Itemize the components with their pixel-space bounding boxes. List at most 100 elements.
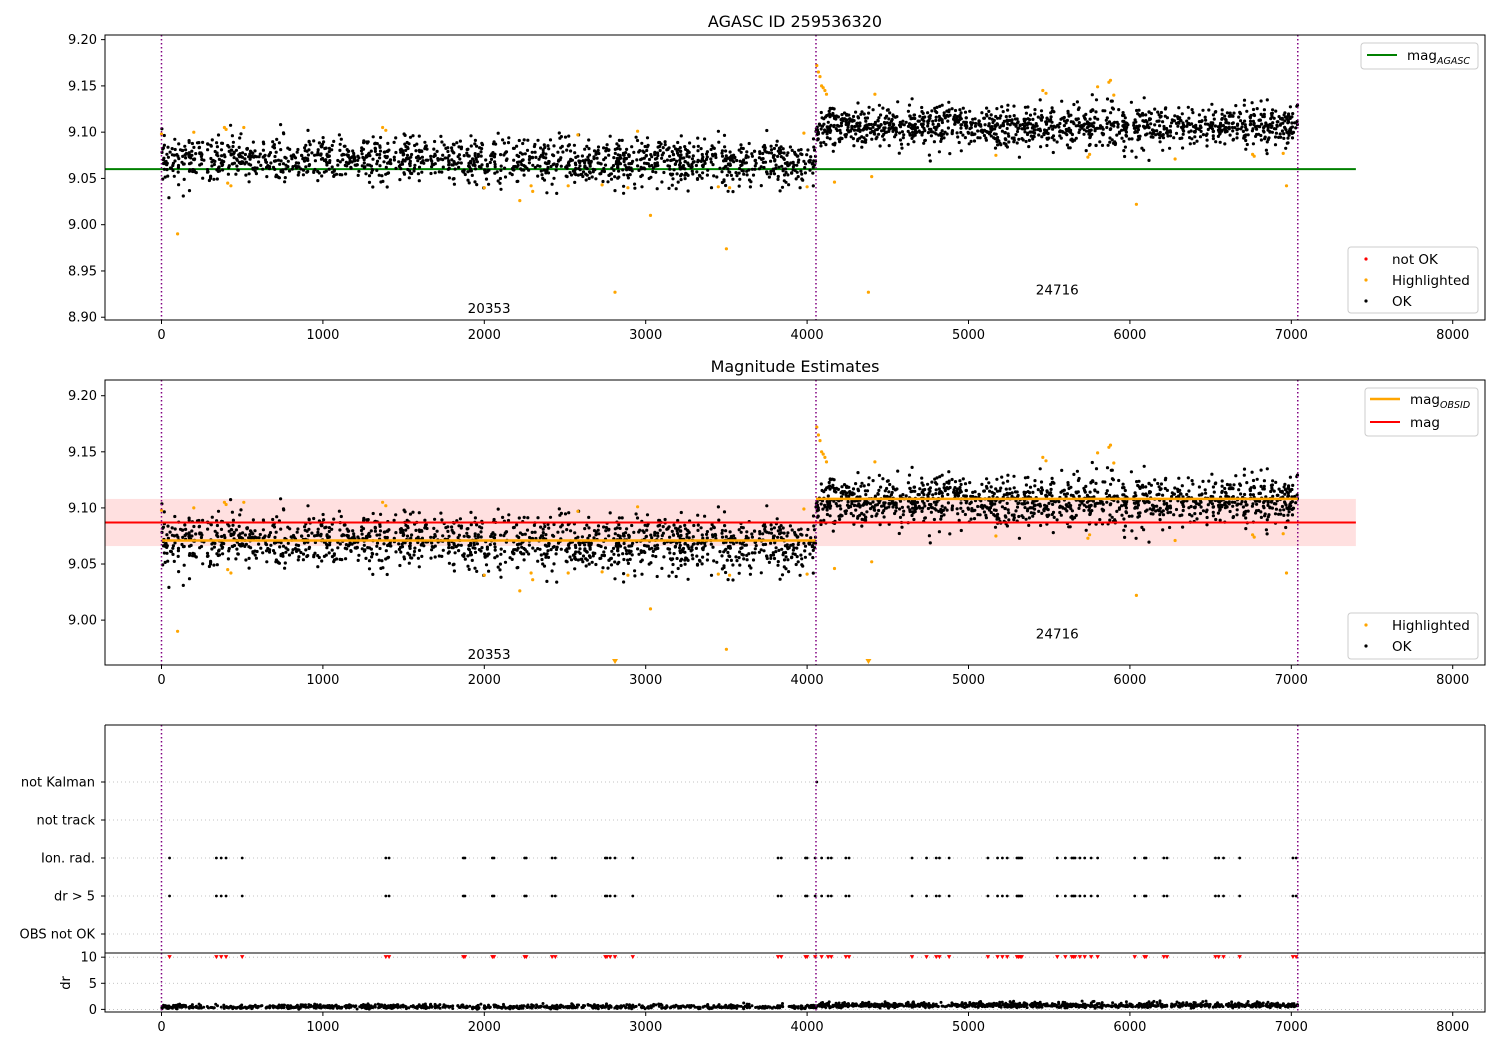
ok-point bbox=[576, 558, 580, 562]
ok-point bbox=[920, 122, 924, 126]
ok-point bbox=[496, 507, 500, 511]
ok-point bbox=[1290, 500, 1294, 504]
ok-point bbox=[1040, 135, 1044, 139]
ok-point bbox=[776, 177, 780, 181]
ok-point bbox=[473, 534, 477, 538]
ok-point bbox=[769, 527, 774, 531]
ok-point bbox=[208, 176, 213, 181]
ok-point bbox=[223, 536, 227, 540]
ok-point bbox=[1258, 491, 1262, 495]
ok-point bbox=[696, 160, 700, 164]
ok-point bbox=[162, 551, 166, 555]
ok-point bbox=[1049, 491, 1053, 495]
ok-point bbox=[971, 121, 975, 125]
ok-point bbox=[515, 548, 519, 552]
ok-point bbox=[862, 513, 866, 517]
ok-point bbox=[660, 156, 664, 160]
ok-point bbox=[417, 565, 421, 569]
ok-point bbox=[784, 170, 788, 175]
ok-point bbox=[777, 548, 781, 553]
ok-point bbox=[637, 552, 641, 556]
ok-point bbox=[917, 119, 921, 123]
ok-point bbox=[176, 535, 180, 539]
ok-point bbox=[683, 562, 687, 566]
ok-point bbox=[569, 159, 573, 163]
ok-point bbox=[1024, 111, 1028, 115]
ok-point bbox=[750, 152, 754, 156]
ok-point bbox=[1082, 132, 1086, 136]
ok-point bbox=[985, 106, 989, 110]
ok-point bbox=[360, 164, 364, 168]
ok-point bbox=[728, 554, 732, 559]
ok-point bbox=[776, 154, 780, 158]
x-tick-label: 6000 bbox=[1113, 328, 1146, 343]
ok-point bbox=[456, 543, 460, 547]
ok-point bbox=[870, 514, 874, 519]
ok-point bbox=[959, 123, 964, 127]
ok-point bbox=[958, 115, 962, 120]
ok-point bbox=[953, 108, 958, 113]
ok-point bbox=[683, 145, 687, 149]
ok-point bbox=[700, 158, 704, 162]
ok-point bbox=[616, 165, 620, 169]
ok-point bbox=[181, 194, 185, 198]
ok-point bbox=[170, 147, 174, 151]
ok-point bbox=[926, 131, 931, 135]
ok-point bbox=[536, 559, 540, 563]
ok-point bbox=[1148, 490, 1152, 494]
ok-point bbox=[1028, 130, 1032, 134]
ok-point bbox=[417, 165, 422, 169]
ok-point bbox=[1165, 501, 1169, 506]
ok-point bbox=[215, 145, 219, 149]
ok-point bbox=[623, 546, 627, 550]
ok-point bbox=[811, 514, 816, 518]
ok-point bbox=[1024, 117, 1028, 121]
ok-point bbox=[436, 157, 440, 161]
ok-point bbox=[262, 142, 266, 146]
ok-point bbox=[722, 166, 726, 170]
ok-point bbox=[673, 162, 677, 166]
ok-point bbox=[215, 151, 219, 155]
ok-point bbox=[1125, 125, 1129, 129]
ok-point bbox=[470, 558, 474, 563]
ok-point bbox=[613, 527, 617, 531]
ok-point bbox=[278, 162, 282, 166]
ok-point bbox=[247, 536, 251, 540]
ok-point bbox=[1211, 134, 1215, 138]
ok-point bbox=[1263, 512, 1267, 516]
ok-point bbox=[763, 146, 767, 150]
ok-point bbox=[530, 150, 534, 154]
ok-point bbox=[959, 482, 963, 487]
ok-point bbox=[399, 529, 403, 534]
ok-point bbox=[786, 531, 790, 535]
ok-point bbox=[250, 535, 254, 539]
ok-point bbox=[720, 180, 725, 185]
ok-point bbox=[1117, 108, 1121, 112]
ok-point bbox=[301, 558, 305, 562]
ok-point bbox=[345, 527, 349, 531]
ok-point bbox=[1026, 105, 1030, 109]
ok-point bbox=[261, 167, 265, 171]
ok-point bbox=[1282, 136, 1286, 140]
ok-point bbox=[894, 509, 898, 513]
ok-point bbox=[173, 514, 177, 519]
ok-point bbox=[177, 142, 181, 146]
ok-point bbox=[1141, 111, 1145, 116]
ok-point bbox=[959, 130, 963, 135]
ok-point bbox=[176, 554, 180, 559]
legend-highlighted-label: Highlighted bbox=[1392, 273, 1470, 289]
ok-point bbox=[166, 524, 170, 528]
ok-point bbox=[552, 176, 556, 180]
ok-point bbox=[701, 536, 705, 540]
ok-point bbox=[761, 157, 765, 161]
ok-point bbox=[306, 504, 310, 508]
ok-point bbox=[587, 526, 591, 530]
ok-point bbox=[606, 180, 610, 184]
ok-point bbox=[672, 144, 676, 148]
ok-point bbox=[361, 155, 365, 160]
ok-point bbox=[293, 547, 297, 551]
ok-point bbox=[657, 518, 661, 523]
ok-point bbox=[454, 545, 458, 549]
ok-point bbox=[1242, 98, 1247, 102]
ok-point bbox=[1190, 122, 1194, 126]
